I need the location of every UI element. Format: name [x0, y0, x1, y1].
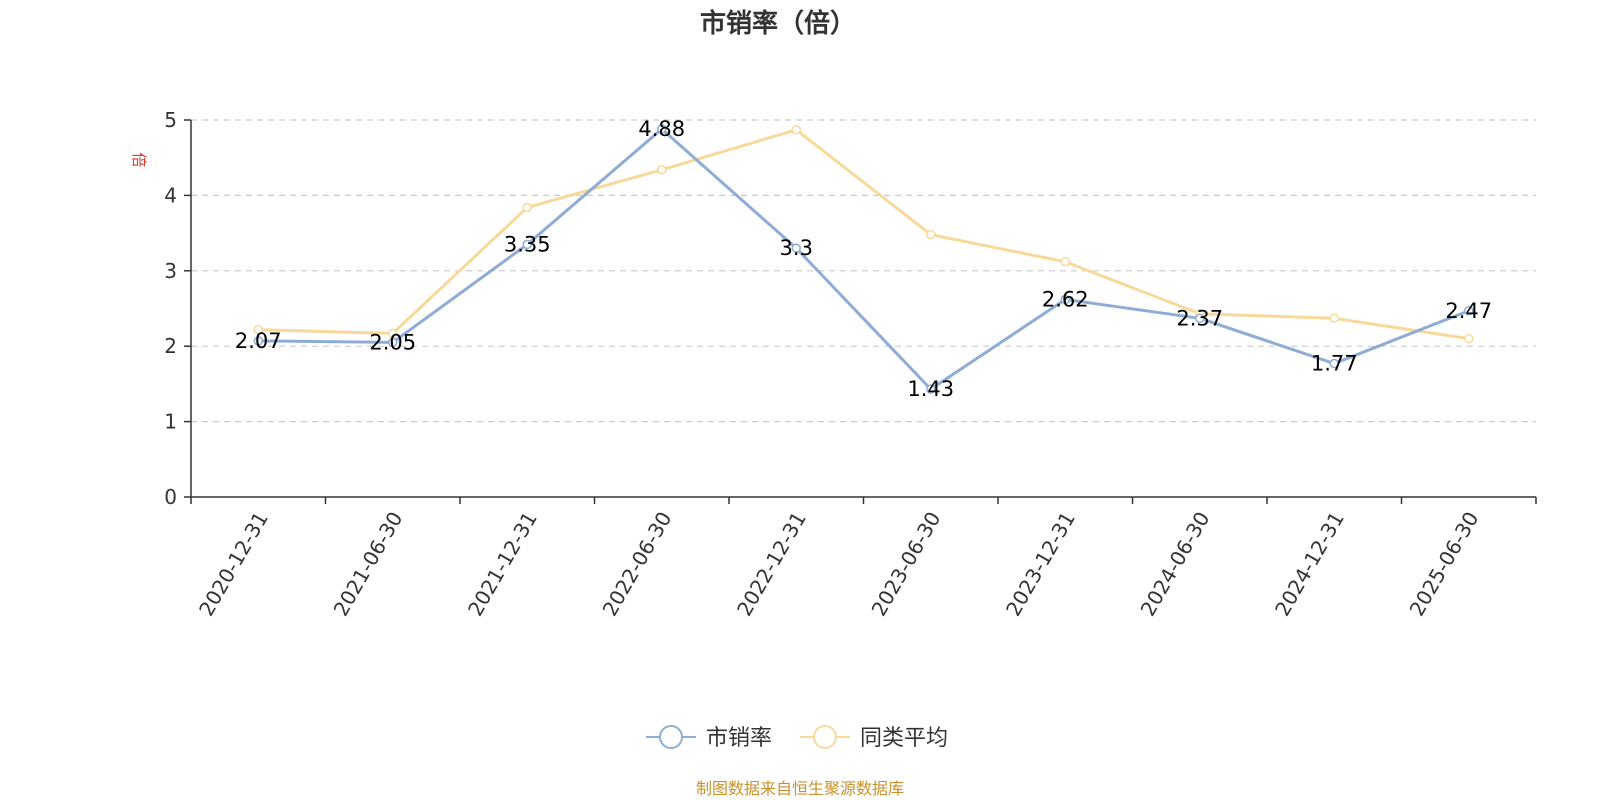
series-1-point-0[interactable] [253, 336, 263, 346]
data-label-8: 1.77 [1311, 352, 1358, 376]
x-tick-label-2: 2021-12-31 [463, 508, 542, 621]
data-label-5: 1.43 [907, 377, 954, 401]
grid-lines [191, 119, 1536, 423]
axes [190, 120, 1536, 498]
x-tick-label-8: 2024-12-31 [1270, 508, 1349, 621]
data-label-0: 2.07 [235, 329, 282, 353]
series-2-point-4[interactable] [791, 125, 801, 135]
y-tick-label-5: 5 [164, 108, 177, 132]
data-label-1: 2.05 [369, 330, 416, 354]
y-tick-label-2: 2 [164, 334, 177, 358]
legend-series-1-label: 市销率 [706, 726, 772, 751]
legend-series-2-label: 同类平均 [860, 726, 948, 751]
series-1 [253, 124, 1474, 394]
series-1-point-9[interactable] [1464, 306, 1474, 316]
data-labels: 2.07 2.05 3.35 4.88 3.3 1.43 2.62 2.37 1.77 2.47 [235, 117, 1492, 401]
x-tick-label-9: 2025-06-30 [1405, 508, 1484, 621]
series-1-point-3[interactable] [657, 124, 667, 134]
series-layer [253, 124, 1474, 394]
series-1-point-5[interactable] [926, 384, 936, 394]
series-2 [253, 125, 1474, 344]
legend: 市销率 同类平均 [646, 725, 948, 751]
y-tick-label-1: 1 [164, 410, 177, 434]
data-label-4: 3.3 [780, 236, 813, 260]
series-2-point-2[interactable] [522, 202, 532, 213]
data-label-2: 3.35 [504, 232, 551, 256]
series-1-line [258, 127, 1470, 391]
x-tick-label-7: 2024-06-30 [1136, 508, 1215, 621]
x-axis-ticks: 2020-12-31 2021-06-30 2021-12-31 2022-06-30… [190, 497, 1537, 621]
legend-item-series-1[interactable]: 市销率 [646, 725, 772, 751]
legend-series-2-marker [813, 725, 837, 749]
x-tick-label-5: 2023-06-30 [867, 508, 946, 621]
data-label-3: 4.88 [638, 117, 685, 141]
x-tick-label-1: 2021-06-30 [329, 508, 408, 621]
series-2-point-3[interactable] [657, 165, 667, 175]
series-1-point-8[interactable] [1329, 358, 1339, 369]
legend-series-1-marker [659, 725, 683, 749]
x-tick-label-4: 2022-12-31 [732, 508, 811, 621]
x-tick-label-0: 2020-12-31 [194, 508, 273, 621]
legend-item-series-2[interactable]: 同类平均 [800, 725, 948, 751]
series-1-point-6[interactable] [1060, 294, 1070, 305]
chart-title: 市销率（倍） [700, 8, 856, 39]
data-label-9: 2.47 [1445, 299, 1492, 323]
series-2-point-5[interactable] [926, 229, 936, 240]
series-2-point-8[interactable] [1329, 313, 1339, 324]
y-tick-label-4: 4 [164, 183, 177, 207]
series-2-point-9[interactable] [1464, 333, 1474, 344]
data-source-note: 制图数据来自恒生聚源数据库 [696, 779, 904, 798]
series-1-point-4[interactable] [791, 243, 801, 253]
series-2-point-1[interactable] [388, 328, 398, 339]
x-tick-label-3: 2022-06-30 [598, 508, 677, 621]
series-2-point-0[interactable] [253, 324, 263, 335]
series-2-line [258, 128, 1469, 341]
series-1-point-7[interactable] [1195, 313, 1205, 324]
y-tick-label-3: 3 [164, 259, 177, 283]
series-1-point-2[interactable] [522, 239, 532, 250]
data-label-6: 2.62 [1042, 287, 1089, 311]
series-1-point-1[interactable] [388, 337, 398, 348]
data-label-7: 2.37 [1176, 306, 1223, 330]
y-axis-unit-label: 倍 [130, 152, 148, 167]
y-axis-ticks: 0 1 2 3 4 5 [164, 108, 191, 509]
x-tick-label-6: 2023-12-31 [1001, 508, 1080, 621]
y-tick-label-0: 0 [164, 485, 177, 509]
series-2-point-6[interactable] [1060, 257, 1070, 267]
